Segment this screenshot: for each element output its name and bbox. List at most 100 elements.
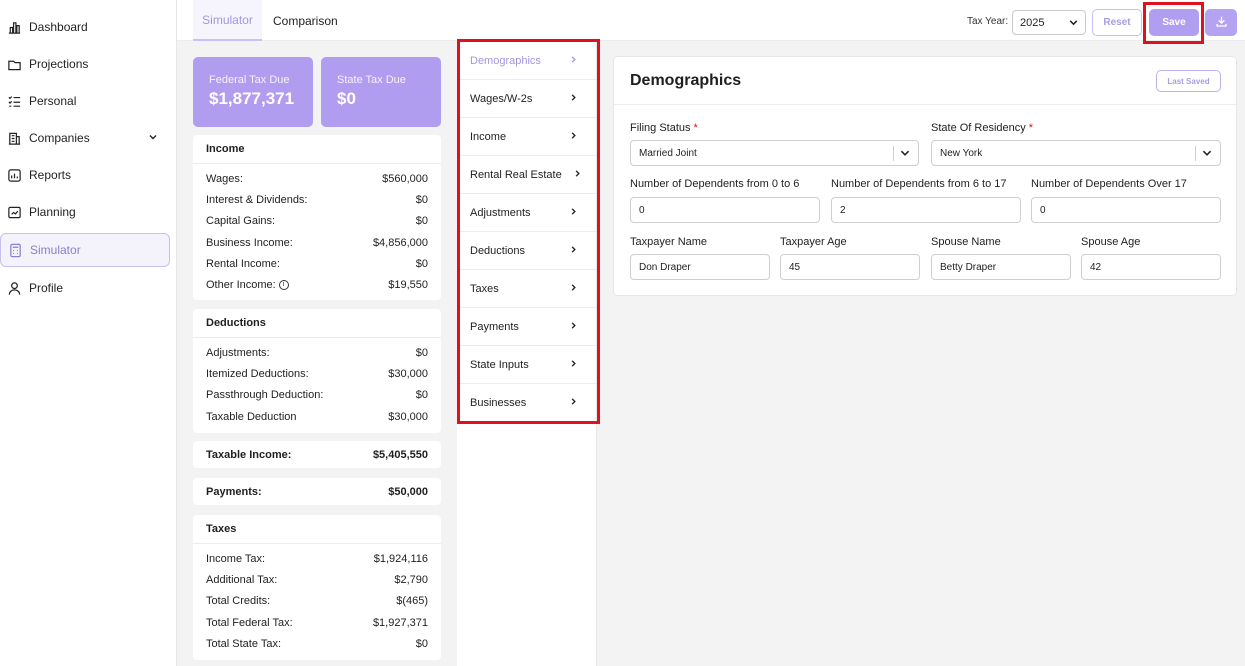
sidebar-item-label: Dashboard: [29, 20, 88, 34]
bar-chart-icon: [6, 19, 22, 35]
section-payments[interactable]: Payments: [460, 308, 596, 346]
dependents-over-17-label: Number of Dependents Over 17: [1031, 178, 1187, 190]
taxpayer-name-label: Taxpayer Name: [630, 236, 708, 248]
taxes-title: Taxes: [193, 515, 441, 544]
income-title: Income: [193, 135, 441, 164]
taxable-income-value: $5,405,550: [372, 448, 428, 461]
dependents-over-17-input[interactable]: 0: [1031, 197, 1221, 223]
tax-row: Income Tax: $1,924,116: [206, 552, 428, 565]
tab-simulator[interactable]: Simulator: [193, 0, 262, 41]
payments-value: $50,000: [388, 485, 428, 498]
section-adjustments[interactable]: Adjustments: [460, 194, 596, 232]
download-button[interactable]: [1205, 9, 1237, 36]
section-rental-real-estate[interactable]: Rental Real Estate: [460, 156, 596, 194]
dependents-6-17-input[interactable]: 2: [831, 197, 1021, 223]
filing-status-value: Married Joint: [639, 147, 697, 159]
payments-row: Payments: $50,000: [193, 478, 441, 505]
sidebar-item-label: Profile: [29, 281, 64, 295]
calculator-icon: [7, 242, 23, 258]
reset-button[interactable]: Reset: [1092, 9, 1142, 36]
tax-row: Total State Tax: $0: [206, 637, 428, 650]
chevron-right-icon: [569, 55, 578, 67]
sidebar-item-label: Companies: [29, 131, 90, 145]
sidebar-item-label: Personal: [29, 94, 77, 108]
spouse-age-label: Spouse Age: [1081, 236, 1141, 248]
income-row: Rental Income: $0: [206, 257, 428, 270]
income-panel: Income Wages: $560,000 Interest & Dividen…: [193, 135, 441, 300]
sidebar-item-simulator[interactable]: Simulator: [0, 233, 170, 267]
income-row: Wages: $560,000: [206, 172, 428, 185]
section-wages[interactable]: Wages/W-2s: [460, 80, 596, 118]
checklist-icon: [6, 93, 22, 109]
income-row: Other Income: i $19,550: [206, 279, 428, 292]
folder-icon: [6, 56, 22, 72]
sidebar-item-personal[interactable]: Personal: [0, 84, 170, 118]
sidebar: Dashboard Projections Personal Companies…: [0, 0, 177, 666]
spouse-age-input[interactable]: 42: [1081, 254, 1221, 280]
state-tax-due-label: State Tax Due: [337, 74, 406, 86]
sidebar-item-profile[interactable]: Profile: [0, 271, 170, 305]
sidebar-item-label: Simulator: [30, 243, 81, 257]
taxpayer-name-input[interactable]: Don Draper: [630, 254, 770, 280]
sidebar-item-reports[interactable]: Reports: [0, 158, 170, 192]
taxpayer-age-label: Taxpayer Age: [780, 236, 847, 248]
chevron-right-icon: [569, 93, 578, 105]
deductions-panel: Deductions Adjustments: $0 Itemized Deduc…: [193, 309, 441, 433]
dependents-0-6-input[interactable]: 0: [630, 197, 820, 223]
federal-tax-due-card: Federal Tax Due $1,877,371: [193, 57, 313, 127]
tax-row: Total Credits: $(465): [206, 595, 428, 608]
filing-status-select[interactable]: Married Joint: [630, 140, 919, 166]
state-of-residency-value: New York: [940, 147, 983, 159]
save-button[interactable]: Save: [1149, 9, 1199, 36]
demographics-title: Demographics: [630, 72, 742, 89]
chevron-right-icon: [569, 207, 578, 219]
building-icon: [6, 130, 22, 146]
chevron-right-icon: [569, 245, 578, 257]
last-saved-button[interactable]: Last Saved: [1156, 70, 1221, 92]
sidebar-item-companies[interactable]: Companies: [0, 121, 170, 155]
state-tax-due-card: State Tax Due $0: [321, 57, 441, 127]
sidebar-item-planning[interactable]: Planning: [0, 195, 170, 229]
planning-icon: [6, 204, 22, 220]
payments-label: Payments:: [206, 485, 262, 498]
state-tax-due-value: $0: [337, 89, 356, 108]
deduction-row: Itemized Deductions: $30,000: [206, 367, 428, 380]
section-state-inputs[interactable]: State Inputs: [460, 346, 596, 384]
chevron-right-icon: [569, 321, 578, 333]
section-businesses[interactable]: Businesses: [460, 384, 596, 422]
report-icon: [6, 167, 22, 183]
sidebar-item-label: Projections: [29, 57, 89, 71]
taxable-income-label: Taxable Income:: [206, 448, 292, 461]
sidebar-item-dashboard[interactable]: Dashboard: [0, 10, 170, 44]
section-nav-highlight-box: [457, 39, 600, 424]
income-row: Capital Gains: $0: [206, 215, 428, 228]
chevron-down-icon: [899, 147, 911, 162]
federal-tax-due-label: Federal Tax Due: [209, 74, 290, 86]
section-deductions[interactable]: Deductions: [460, 232, 596, 270]
dependents-6-17-label: Number of Dependents from 6 to 17: [831, 178, 1007, 190]
section-taxes[interactable]: Taxes: [460, 270, 596, 308]
chevron-right-icon: [569, 397, 578, 409]
state-of-residency-select[interactable]: New York: [931, 140, 1221, 166]
divider: [614, 104, 1236, 105]
chevron-down-icon: [1201, 147, 1213, 162]
taxpayer-age-input[interactable]: 45: [780, 254, 920, 280]
spouse-name-input[interactable]: Betty Draper: [931, 254, 1071, 280]
tab-comparison[interactable]: Comparison: [273, 13, 338, 28]
tax-year-select[interactable]: 2025: [1012, 10, 1086, 35]
chevron-right-icon: [569, 131, 578, 143]
section-income[interactable]: Income: [460, 118, 596, 156]
deduction-row: Taxable Deduction $30,000: [206, 410, 428, 423]
sidebar-item-projections[interactable]: Projections: [0, 47, 170, 81]
chevron-right-icon: [569, 359, 578, 371]
dependents-0-6-label: Number of Dependents from 0 to 6: [630, 178, 800, 190]
sidebar-item-label: Planning: [29, 205, 76, 219]
chevron-right-icon: [573, 169, 582, 181]
income-row: Business Income: $4,856,000: [206, 236, 428, 249]
section-demographics[interactable]: Demographics: [460, 42, 596, 80]
user-icon: [6, 280, 22, 296]
chevron-down-icon[interactable]: [148, 131, 158, 145]
tax-year-value: 2025: [1020, 16, 1045, 29]
taxes-panel: Taxes Income Tax: $1,924,116 Additional T…: [193, 515, 441, 660]
info-icon[interactable]: i: [278, 280, 289, 291]
